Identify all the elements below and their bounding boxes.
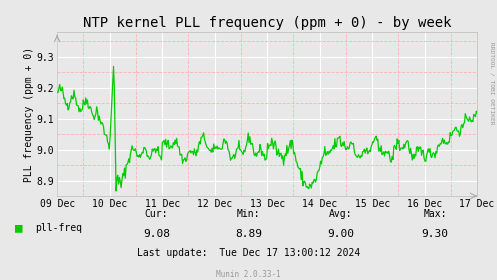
Text: Min:: Min: (237, 209, 260, 219)
Text: Avg:: Avg: (329, 209, 352, 219)
Text: Munin 2.0.33-1: Munin 2.0.33-1 (216, 270, 281, 279)
Text: 8.89: 8.89 (235, 228, 262, 239)
Text: Last update:  Tue Dec 17 13:00:12 2024: Last update: Tue Dec 17 13:00:12 2024 (137, 248, 360, 258)
Y-axis label: PLL frequency (ppm + 0): PLL frequency (ppm + 0) (24, 46, 34, 182)
Text: 9.08: 9.08 (143, 228, 170, 239)
Title: NTP kernel PLL frequency (ppm + 0) - by week: NTP kernel PLL frequency (ppm + 0) - by … (83, 16, 451, 30)
Text: Cur:: Cur: (145, 209, 168, 219)
Text: 9.30: 9.30 (421, 228, 448, 239)
Text: pll-freq: pll-freq (35, 223, 82, 233)
Text: ■: ■ (15, 222, 22, 235)
Text: Max:: Max: (423, 209, 447, 219)
Text: RRDTOOL / TOBI OETIKER: RRDTOOL / TOBI OETIKER (490, 42, 495, 125)
Text: 9.00: 9.00 (327, 228, 354, 239)
